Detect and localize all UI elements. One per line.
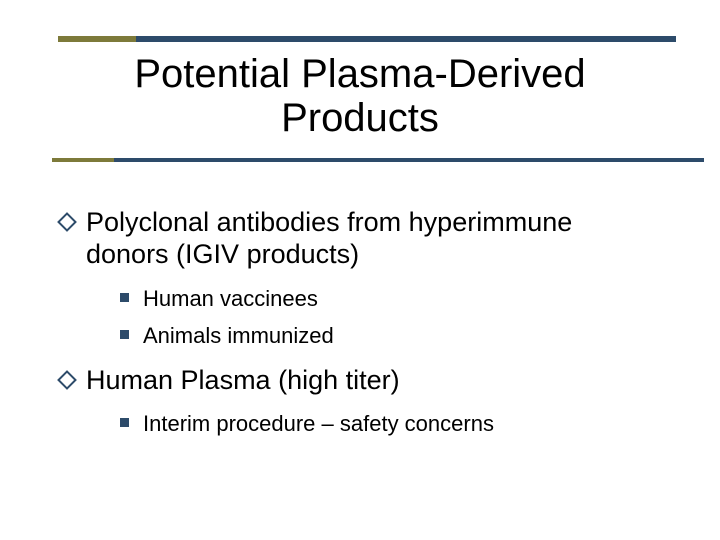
bullet-row: Human Plasma (high titer) — [60, 364, 660, 396]
content-area: Polyclonal antibodies from hyperimmune d… — [60, 206, 660, 452]
title-underline-olive — [52, 158, 114, 162]
title-accent-bar-olive — [58, 36, 136, 42]
slide: Potential Plasma-Derived Products Polycl… — [0, 0, 720, 540]
title-line-1: Potential Plasma-Derived — [134, 52, 585, 96]
bullet-level2: Interim procedure – safety concerns — [120, 410, 660, 438]
title-underline-main — [114, 158, 704, 162]
square-icon — [120, 418, 129, 427]
bullet-level2: Animals immunized — [120, 322, 660, 350]
title-line-2: Products — [281, 96, 439, 140]
bullet-text: Polyclonal antibodies from hyperimmune d… — [86, 206, 660, 271]
bullet-level1: Polyclonal antibodies from hyperimmune d… — [60, 206, 660, 350]
title-block: Potential Plasma-Derived Products — [0, 52, 720, 140]
sub-bullet-text: Interim procedure – safety concerns — [143, 410, 494, 438]
sub-bullet-list: Human vaccinees Animals immunized — [120, 285, 660, 350]
square-icon — [120, 330, 129, 339]
sub-bullet-text: Human vaccinees — [143, 285, 318, 313]
slide-title: Potential Plasma-Derived Products — [0, 52, 720, 140]
sub-bullet-list: Interim procedure – safety concerns — [120, 410, 660, 438]
diamond-icon — [60, 373, 74, 387]
bullet-row: Polyclonal antibodies from hyperimmune d… — [60, 206, 660, 271]
sub-bullet-text: Animals immunized — [143, 322, 334, 350]
title-accent-bar-main — [136, 36, 676, 42]
bullet-text: Human Plasma (high titer) — [86, 364, 400, 396]
diamond-icon — [60, 215, 74, 229]
square-icon — [120, 293, 129, 302]
bullet-level2: Human vaccinees — [120, 285, 660, 313]
bullet-level1: Human Plasma (high titer) Interim proced… — [60, 364, 660, 438]
